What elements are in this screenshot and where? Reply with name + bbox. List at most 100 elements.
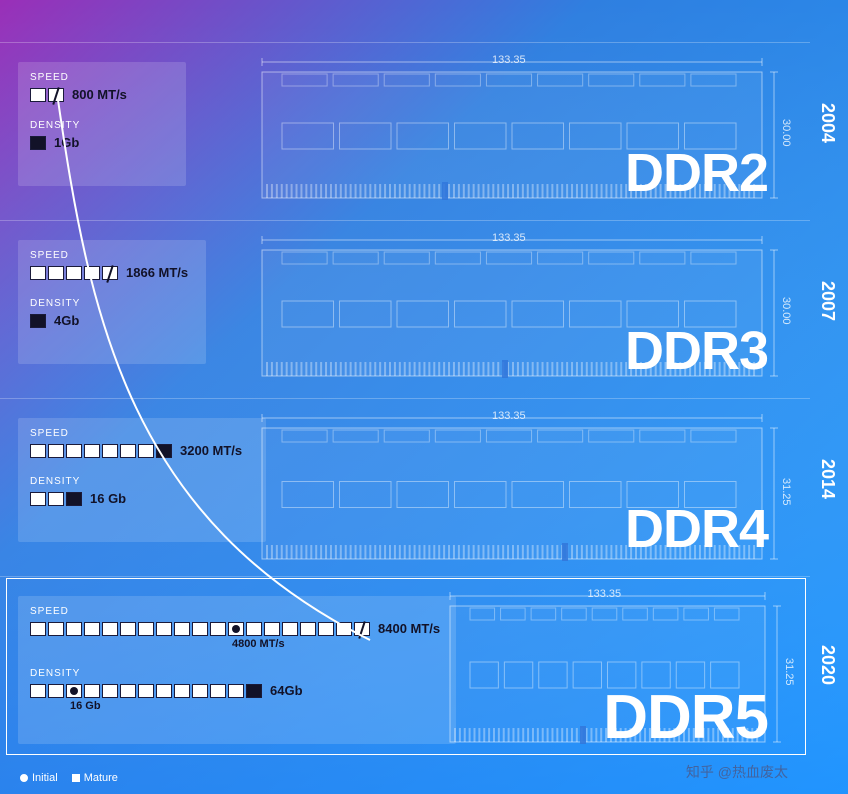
width-dimension: 133.35 (492, 410, 526, 422)
generation-label: DDR3 (625, 320, 768, 382)
height-dimension: 31.25 (783, 658, 795, 686)
scale-box (354, 622, 370, 636)
speed-value: 800 MT/s (72, 87, 127, 102)
scale-box (120, 444, 136, 458)
scale-box (66, 684, 82, 698)
scale-box (156, 684, 172, 698)
scale-box (174, 684, 190, 698)
scale-box (66, 444, 82, 458)
year-label: 2004 (817, 103, 838, 143)
scale-box (30, 684, 46, 698)
scale-box (228, 684, 244, 698)
year-label: 2007 (817, 281, 838, 321)
scale-box (192, 622, 208, 636)
speed-initial-value: 4800 MT/s (232, 638, 444, 650)
width-dimension: 133.35 (492, 54, 526, 66)
height-dimension: 30.00 (780, 119, 792, 147)
width-dimension: 133.35 (588, 588, 622, 600)
legend: Initial Mature (20, 772, 118, 784)
speed-label: SPEED (30, 606, 444, 617)
info-card-ddr5: SPEED 8400 MT/s 4800 MT/s DENSITY 64Gb 16 Gb (18, 596, 456, 744)
row-ddr3: 133.35 30.00 SPEED 1866 MT/s DENSITY 4Gb 2007 D… (0, 220, 848, 390)
row-ddr4: 133.35 31.25 SPEED 3200 MT/s DENSITY 16 Gb 201… (0, 398, 848, 568)
scale-box (210, 622, 226, 636)
scale-box (30, 88, 46, 102)
scale-box (318, 622, 334, 636)
info-card-ddr2: SPEED 800 MT/s DENSITY 1Gb (18, 62, 186, 186)
scale-box (282, 622, 298, 636)
scale-box (66, 622, 82, 636)
scale-box (156, 622, 172, 636)
scale-box (300, 622, 316, 636)
scale-box (246, 684, 262, 698)
scale-box (102, 444, 118, 458)
scale-box (138, 622, 154, 636)
legend-initial: Initial (20, 772, 58, 784)
scale-box (48, 266, 64, 280)
scale-box (84, 622, 100, 636)
legend-initial-label: Initial (32, 772, 58, 784)
density-value: 1Gb (54, 135, 79, 150)
watermark: 知乎 @热血废太 (686, 762, 788, 782)
density-initial-value: 16 Gb (70, 700, 444, 712)
scale-box (30, 622, 46, 636)
scale-box (174, 622, 190, 636)
legend-mature: Mature (72, 772, 118, 784)
scale-box (66, 266, 82, 280)
scale-box (30, 444, 46, 458)
generation-label: DDR5 (603, 682, 768, 753)
row-ddr5: 133.35 31.25 SPEED 8400 MT/s 4800 MT/s DENSIT… (0, 576, 848, 761)
height-dimension: 31.25 (780, 478, 792, 506)
density-label: DENSITY (30, 120, 174, 131)
density-value: 16 Gb (90, 491, 126, 506)
scale-box (30, 136, 46, 150)
scale-box (48, 622, 64, 636)
info-card-ddr3: SPEED 1866 MT/s DENSITY 4Gb (18, 240, 206, 364)
scale-box (192, 684, 208, 698)
scale-box (48, 492, 64, 506)
scale-box (84, 684, 100, 698)
scale-box (120, 684, 136, 698)
speed-value: 8400 MT/s (378, 621, 440, 636)
scale-box (48, 88, 64, 102)
width-dimension: 133.35 (492, 232, 526, 244)
legend-mature-label: Mature (84, 772, 118, 784)
density-value: 64Gb (270, 683, 303, 698)
year-label: 2014 (817, 459, 838, 499)
scale-box (228, 622, 244, 636)
row-ddr2: 133.35 30.00 SPEED 800 MT/s DENSITY 1Gb 2004 DD… (0, 42, 848, 212)
scale-box (336, 622, 352, 636)
density-label: DENSITY (30, 668, 444, 679)
year-label: 2020 (817, 645, 838, 685)
speed-value: 1866 MT/s (126, 265, 188, 280)
scale-box (66, 492, 82, 506)
speed-label: SPEED (30, 250, 194, 261)
scale-box (84, 444, 100, 458)
scale-box (264, 622, 280, 636)
scale-box (30, 492, 46, 506)
height-dimension: 30.00 (780, 297, 792, 325)
scale-box (48, 684, 64, 698)
scale-box (30, 266, 46, 280)
density-label: DENSITY (30, 298, 194, 309)
scale-box (246, 622, 262, 636)
generation-label: DDR2 (625, 142, 768, 204)
scale-box (138, 684, 154, 698)
scale-box (48, 444, 64, 458)
infographic-canvas: 133.35 30.00 SPEED 800 MT/s DENSITY 1Gb 2004 DD… (0, 0, 848, 794)
density-value: 4Gb (54, 313, 79, 328)
speed-value: 3200 MT/s (180, 443, 242, 458)
scale-box (102, 684, 118, 698)
speed-label: SPEED (30, 72, 174, 83)
speed-label: SPEED (30, 428, 254, 439)
scale-box (210, 684, 226, 698)
scale-box (138, 444, 154, 458)
scale-box (120, 622, 136, 636)
scale-box (102, 622, 118, 636)
scale-box (156, 444, 172, 458)
scale-box (102, 266, 118, 280)
scale-box (30, 314, 46, 328)
density-label: DENSITY (30, 476, 254, 487)
generation-label: DDR4 (625, 498, 768, 560)
info-card-ddr4: SPEED 3200 MT/s DENSITY 16 Gb (18, 418, 266, 542)
